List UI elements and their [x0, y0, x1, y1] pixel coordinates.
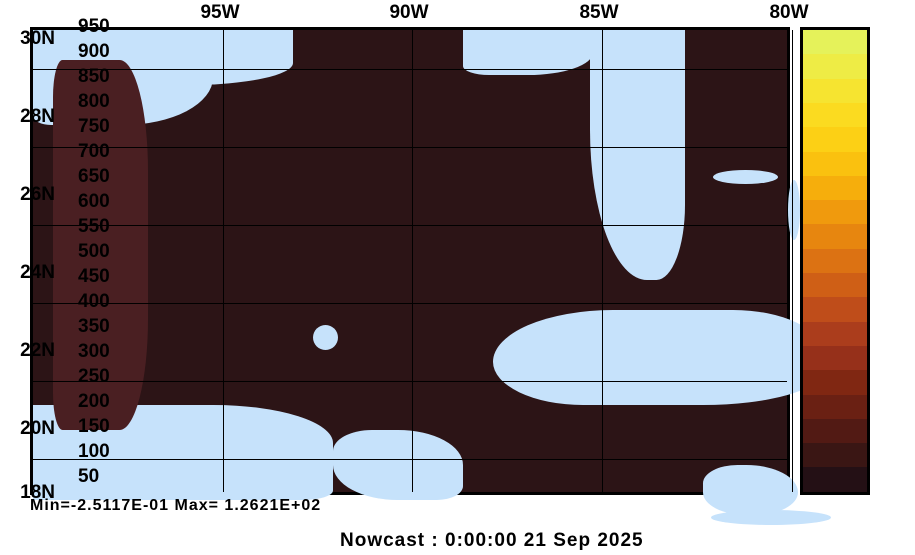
gridline-lon-85w	[602, 30, 603, 492]
cb-label-250: 250	[78, 366, 110, 388]
cb-stop-8	[803, 273, 867, 297]
cb-label-100: 100	[78, 441, 110, 463]
min-max-label: Min=-2.5117E-01 Max= 1.2621E+02	[30, 497, 321, 515]
cb-label-850: 850	[78, 66, 110, 88]
cb-label-400: 400	[78, 291, 110, 313]
cb-stop-14	[803, 127, 867, 151]
cb-label-350: 350	[78, 316, 110, 338]
nowcast-label: Nowcast : 0:00:00 21 Sep 2025	[340, 530, 644, 552]
cb-stop-10	[803, 224, 867, 248]
lon-tick-80w: 80W	[769, 2, 808, 24]
cb-stop-5	[803, 346, 867, 370]
cb-stop-3	[803, 395, 867, 419]
cb-label-550: 550	[78, 216, 110, 238]
cb-label-50: 50	[78, 466, 99, 488]
lat-tick-24n: 24N	[0, 262, 55, 284]
water-bahamas-1	[713, 170, 778, 184]
lat-tick-20n: 20N	[0, 418, 55, 440]
cb-label-650: 650	[78, 166, 110, 188]
gridline-lat-22n	[33, 381, 787, 382]
lat-tick-30n: 30N	[0, 28, 55, 50]
lon-tick-85w: 85W	[579, 2, 618, 24]
cb-label-200: 200	[78, 391, 110, 413]
gridline-lat-30n	[33, 69, 787, 70]
lat-tick-22n: 22N	[0, 340, 55, 362]
cb-label-900: 900	[78, 41, 110, 63]
colorbar	[800, 27, 870, 495]
cb-stop-7	[803, 297, 867, 321]
cb-stop-1	[803, 443, 867, 467]
cb-label-150: 150	[78, 416, 110, 438]
cb-label-800: 800	[78, 91, 110, 113]
cb-stop-9	[803, 249, 867, 273]
cb-stop-2	[803, 419, 867, 443]
nowcast-map	[30, 27, 790, 495]
gridline-lat-20n	[33, 459, 787, 460]
cb-label-600: 600	[78, 191, 110, 213]
cb-stop-16	[803, 79, 867, 103]
lat-tick-26n: 26N	[0, 184, 55, 206]
water-bahamas-2	[788, 180, 800, 240]
cb-stop-13	[803, 152, 867, 176]
cb-stop-15	[803, 103, 867, 127]
water-cuba	[493, 310, 823, 405]
gridline-lon-90w	[412, 30, 413, 492]
gridline-lat-26n	[33, 225, 787, 226]
water-campeche-bay	[333, 430, 463, 500]
cb-stop-18	[803, 30, 867, 54]
cb-label-300: 300	[78, 341, 110, 363]
cb-stop-11	[803, 200, 867, 224]
water-bahamas-3	[703, 465, 798, 515]
gridline-lat-24n	[33, 303, 787, 304]
water-cuba-islet	[313, 325, 338, 350]
cb-stop-0	[803, 467, 867, 492]
cb-stop-12	[803, 176, 867, 200]
gridline-lon-80w	[792, 30, 793, 492]
cb-stop-6	[803, 322, 867, 346]
lat-tick-28n: 28N	[0, 106, 55, 128]
cb-stop-17	[803, 54, 867, 78]
lon-tick-90w: 90W	[389, 2, 428, 24]
gridline-lat-28n	[33, 147, 787, 148]
cb-label-700: 700	[78, 141, 110, 163]
cb-label-450: 450	[78, 266, 110, 288]
lon-tick-95w: 95W	[200, 2, 239, 24]
cb-label-500: 500	[78, 241, 110, 263]
water-bahamas-4	[711, 510, 831, 525]
cb-label-950: 950	[78, 16, 110, 38]
gridline-lon-95w	[223, 30, 224, 492]
cb-label-750: 750	[78, 116, 110, 138]
cb-stop-4	[803, 370, 867, 394]
